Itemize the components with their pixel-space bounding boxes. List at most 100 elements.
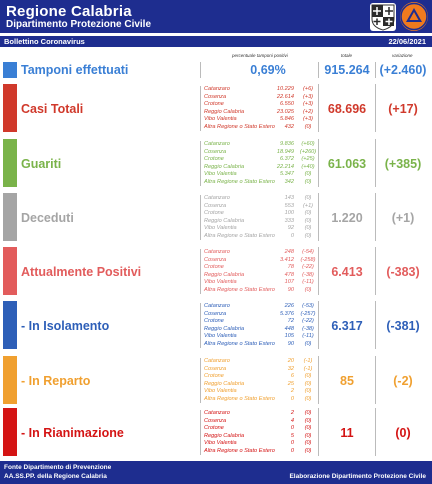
province-name: Reggio Calabria: [204, 325, 245, 332]
province-value: 143: [284, 195, 294, 201]
column-divider: [318, 356, 319, 404]
column-divider: [318, 247, 319, 295]
guariti-total: 61.063: [327, 157, 367, 171]
province-delta: (+40): [301, 163, 315, 170]
province-delta: (-54): [302, 249, 314, 255]
province-name: Cosenza: [204, 365, 227, 372]
province-name: Vibo Valentia: [204, 388, 237, 394]
footer-source-line1: Fonte Dipartimento di Prevenzione: [4, 464, 112, 471]
region-crest-logo: [370, 3, 396, 31]
province-name: Cosenza: [204, 148, 227, 155]
province-row: Reggio Calabria 5 (0): [204, 433, 320, 441]
casi-province-table: Catanzaro 10.229 (+6) Cosenza 22.614 (+3) Crot…: [200, 86, 320, 131]
province-value: 478: [284, 271, 294, 278]
province-value: 92: [287, 225, 294, 231]
province-row: Crotone 0 (0): [204, 425, 320, 433]
tamponi-label: Tamponi effettuati: [21, 63, 129, 77]
province-row: Cosenza 22.614 (+3): [204, 94, 320, 102]
column-divider: [375, 301, 376, 349]
province-delta: (0): [304, 195, 312, 201]
province-value: 22.214: [276, 163, 294, 170]
province-row: Cosenza 18.949 (+260): [204, 149, 320, 157]
province-row: Catanzaro 2 (0): [204, 410, 320, 418]
province-value: 2: [290, 410, 294, 416]
footer-source-line2: AA.SS.PP. della Regione Calabria: [4, 473, 107, 480]
province-row: Catanzaro 248 (-54): [204, 249, 320, 257]
province-name: Reggio Calabria: [204, 380, 245, 387]
header-banner: Regione Calabria Dipartimento Protezione…: [0, 0, 432, 33]
province-value: 3.412: [280, 256, 294, 263]
province-row: Reggio Calabria 22.214 (+40): [204, 164, 320, 172]
province-value: 448: [284, 325, 294, 332]
province-row: Reggio Calabria 478 (-38): [204, 272, 320, 280]
province-name: Reggio Calabria: [204, 432, 245, 439]
column-divider: [375, 247, 376, 295]
column-divider: [375, 84, 376, 132]
isolamento-total: 6.317: [331, 319, 363, 333]
column-divider: [375, 62, 376, 78]
province-name: Altra Regione o Stato Estero: [204, 232, 275, 239]
section-deceduti: Deceduti Catanzaro 143 (0) Cosenza 553 (+1) Cro…: [0, 193, 432, 243]
guariti-province-table: Catanzaro 9.836 (+60) Cosenza 18.949 (+260) Cr…: [200, 141, 320, 186]
province-value: 553: [284, 202, 294, 209]
province-value: 100: [284, 210, 294, 216]
province-value: 5.347: [280, 171, 294, 177]
province-delta: (0): [304, 286, 312, 293]
province-delta: (-1): [303, 365, 313, 372]
province-name: Crotone: [204, 101, 224, 107]
province-name: Reggio Calabria: [204, 217, 245, 224]
province-value: 226: [284, 303, 294, 309]
section-casi: Casi Totali Catanzaro 10.229 (+6) Cosenza 22.…: [0, 84, 432, 134]
province-row: Vibo Valentia 107 (-11): [204, 279, 320, 287]
province-value: 6.372: [280, 156, 294, 162]
deceduti-province-table: Catanzaro 143 (0) Cosenza 553 (+1) Crotone 100 (…: [200, 195, 320, 240]
province-value: 20: [287, 358, 294, 364]
province-row: Altra Regione o Stato Estero 432 (0): [204, 124, 320, 132]
tamponi-color-bar: [3, 62, 17, 78]
province-row: Crotone 78 (-22): [204, 264, 320, 272]
province-delta: (-22): [302, 264, 314, 270]
province-delta: (+6): [302, 86, 314, 92]
province-delta: (-257): [300, 310, 316, 317]
province-row: Catanzaro 10.229 (+6): [204, 86, 320, 94]
province-name: Vibo Valentia: [204, 333, 237, 339]
province-row: Cosenza 32 (-1): [204, 366, 320, 374]
region-title: Regione Calabria: [6, 3, 132, 20]
province-row: Vibo Valentia 92 (0): [204, 225, 320, 233]
deceduti-total: 1.220: [331, 211, 363, 225]
province-name: Crotone: [204, 373, 224, 379]
province-value: 342: [284, 178, 294, 185]
province-row: Cosenza 4 (0): [204, 418, 320, 426]
province-delta: (0): [304, 225, 312, 231]
province-name: Cosenza: [204, 310, 227, 317]
tamponi-row: Tamponi effettuati 0,69% 915.264 (+2.460…: [0, 62, 432, 80]
province-row: Catanzaro 143 (0): [204, 195, 320, 203]
column-divider: [200, 62, 201, 78]
reparto-total: 85: [340, 374, 354, 388]
province-name: Crotone: [204, 318, 224, 324]
province-row: Cosenza 553 (+1): [204, 203, 320, 211]
province-value: 0: [290, 395, 294, 402]
province-value: 25: [287, 380, 294, 387]
positivi-color-bar: [3, 247, 17, 295]
province-name: Crotone: [204, 156, 224, 162]
civil-protection-logo: [400, 2, 428, 31]
section-guariti: Guariti Catanzaro 9.836 (+60) Cosenza 18.949 (…: [0, 139, 432, 189]
department-subtitle: Dipartimento Protezione Civile: [6, 19, 152, 30]
column-divider: [375, 139, 376, 187]
province-delta: (+60): [301, 141, 315, 147]
province-value: 5.376: [280, 310, 294, 317]
province-row: Reggio Calabria 333 (0): [204, 218, 320, 226]
reparto-label: - In Reparto: [21, 374, 91, 388]
province-value: 9.836: [280, 141, 294, 147]
isolamento-label: - In Isolamento: [21, 319, 110, 333]
province-value: 5.846: [280, 116, 294, 122]
column-divider: [375, 408, 376, 456]
province-name: Reggio Calabria: [204, 163, 245, 170]
column-divider: [318, 193, 319, 241]
province-value: 6.550: [280, 101, 294, 107]
section-reparto: - In Reparto Catanzaro 20 (-1) Cosenza 32 (-1)…: [0, 356, 432, 406]
footer-elaboration: Elaborazione Dipartimento Protezione Civ…: [289, 473, 426, 480]
province-row: Vibo Valentia 0 (0): [204, 440, 320, 448]
province-name: Catanzaro: [204, 410, 230, 416]
